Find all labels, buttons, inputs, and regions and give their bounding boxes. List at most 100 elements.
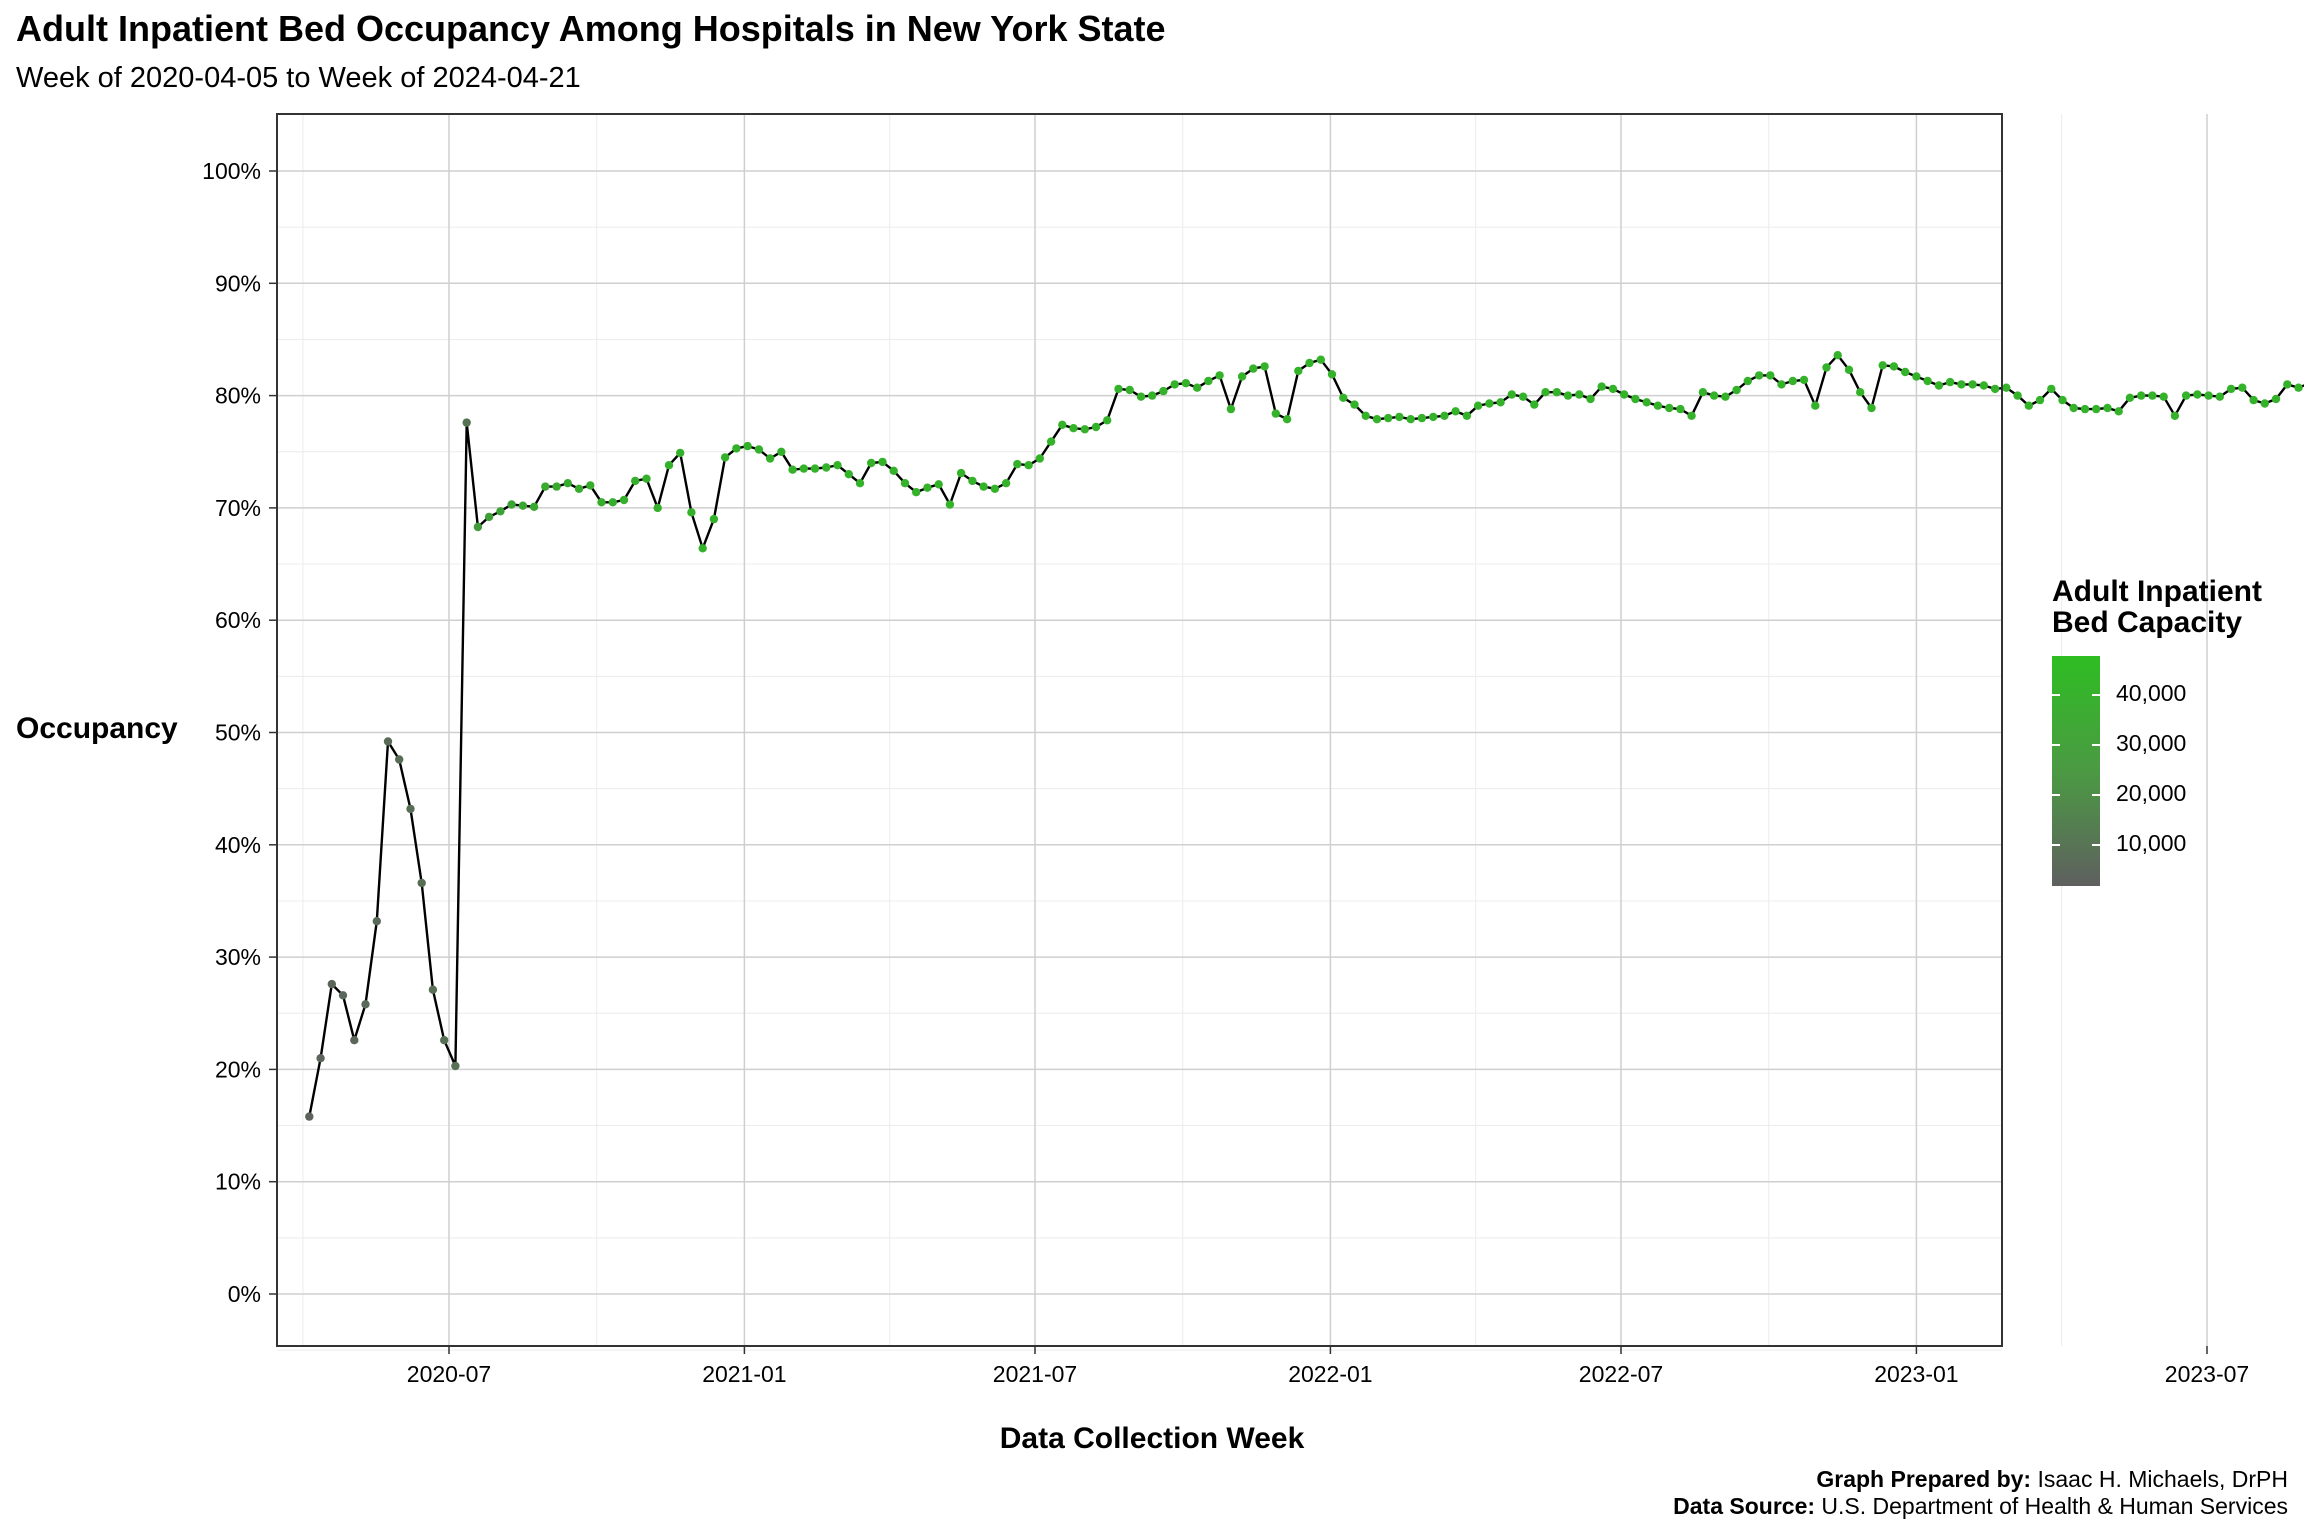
data-point: [1867, 403, 1876, 413]
data-point: [968, 476, 977, 486]
data-point: [1372, 415, 1382, 424]
data-point: [1777, 380, 1786, 389]
data-point: [484, 512, 494, 522]
data-point: [1316, 355, 1326, 364]
data-point: [1597, 382, 1606, 391]
data-point: [855, 479, 865, 488]
data-point: [1361, 411, 1370, 420]
data-point: [653, 503, 662, 513]
data-point: [619, 495, 629, 505]
data-point: [417, 878, 426, 888]
data-point: [2024, 401, 2034, 410]
data-point: [1721, 392, 1730, 401]
data-point: [1305, 358, 1314, 368]
y-tick-labels: 0% 10% 20% 30% 40% 50% 60% 70% 80% 90% 100%: [202, 158, 261, 1307]
y-tick-label: 10%: [215, 1169, 261, 1195]
data-point: [979, 482, 988, 491]
data-point: [1384, 413, 1393, 423]
data-point: [1676, 404, 1685, 414]
x-tick-label: 2022-07: [1579, 1361, 1663, 1387]
data-point: [1945, 377, 1955, 387]
data-point: [1754, 371, 1764, 380]
data-point: [1260, 362, 1269, 371]
data-point: [799, 464, 808, 473]
data-point: [889, 466, 898, 475]
data-point: [2125, 393, 2135, 402]
data-point: [2249, 395, 2258, 405]
data-point: [2080, 404, 2090, 414]
x-tick-label: 2023-07: [2165, 1361, 2249, 1387]
data-point: [844, 470, 853, 479]
data-point: [316, 1054, 325, 1063]
y-tick-label: 100%: [202, 158, 261, 184]
data-point: [1811, 401, 1820, 410]
minor-gridlines: [277, 114, 2063, 1351]
caption-prepared-line: Graph Prepared by: Isaac H. Michaels, Dr…: [1673, 1466, 2288, 1493]
data-point: [956, 468, 966, 478]
data-point: [934, 480, 943, 489]
data-point: [451, 1061, 460, 1071]
data-point: [395, 755, 404, 764]
data-point: [1473, 401, 1483, 410]
data-point: [2047, 384, 2056, 394]
data-point: [1080, 425, 1090, 434]
data-point: [878, 457, 887, 467]
data-point: [1957, 380, 1966, 389]
data-point: [900, 479, 910, 488]
data-point: [383, 737, 393, 746]
y-tick-label: 50%: [215, 720, 261, 746]
data-point: [777, 447, 786, 456]
data-point: [529, 502, 539, 511]
axis-ticks: [269, 170, 2208, 1354]
data-point: [1665, 403, 1674, 413]
data-point: [1429, 412, 1438, 422]
data-point: [518, 501, 528, 510]
data-point: [687, 508, 696, 517]
data-point: [2283, 380, 2292, 389]
data-point: [1844, 365, 1854, 374]
data-point: [2204, 391, 2213, 400]
data-point: [1091, 422, 1101, 432]
data-point: [990, 484, 1000, 493]
x-tick-label: 2023-01: [1874, 1361, 1958, 1387]
data-point: [2092, 404, 2101, 414]
series-points-group: [305, 351, 2303, 1121]
data-point: [1698, 388, 1708, 397]
data-point: [1541, 388, 1550, 397]
data-point: [1575, 390, 1584, 399]
legend-tick-mark: [2092, 794, 2100, 796]
data-point: [372, 917, 381, 926]
legend-tick-label: 40,000: [2116, 680, 2187, 706]
data-point: [1204, 376, 1213, 386]
y-tick-label: 60%: [215, 607, 261, 633]
x-tick-label: 2022-01: [1288, 1361, 1372, 1387]
data-point: [440, 1036, 449, 1045]
data-point: [1766, 371, 1775, 380]
data-point: [1732, 385, 1741, 395]
data-point: [1462, 411, 1472, 420]
data-point: [1990, 384, 2000, 394]
data-point: [1653, 401, 1663, 410]
data-point: [1979, 381, 1989, 390]
data-point: [2159, 392, 2168, 401]
data-point: [1148, 391, 1157, 400]
data-point: [1642, 398, 1651, 407]
data-point: [2035, 395, 2045, 405]
data-point: [541, 482, 550, 491]
data-point: [1294, 366, 1303, 376]
data-point: [462, 418, 471, 427]
y-axis-title: Occupancy: [16, 712, 178, 745]
data-point: [765, 454, 775, 463]
data-point: [1563, 391, 1573, 400]
data-point: [1170, 380, 1179, 389]
data-point: [1159, 386, 1168, 396]
data-point: [1912, 372, 1921, 381]
data-point: [743, 441, 752, 451]
data-point: [507, 500, 516, 509]
data-point: [1103, 416, 1112, 425]
data-point: [1395, 412, 1404, 422]
legend-tick-mark: [2092, 744, 2100, 746]
data-point: [1889, 362, 1899, 371]
data-point: [2294, 383, 2303, 392]
